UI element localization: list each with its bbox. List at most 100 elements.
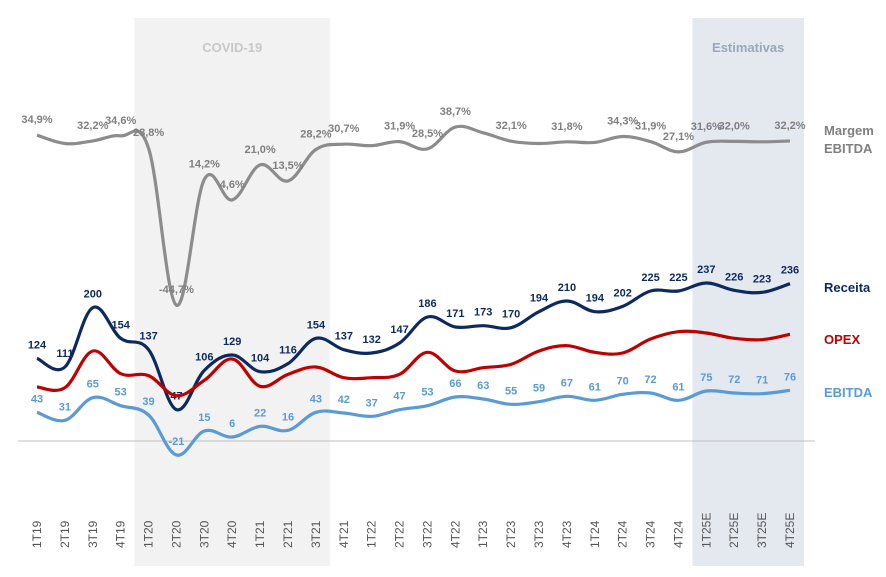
- data-label: 32,2%: [774, 120, 805, 132]
- x-tick-label: 3T23: [532, 520, 546, 548]
- data-label: 186: [418, 298, 436, 310]
- data-label: 14,2%: [189, 158, 220, 170]
- data-label: 202: [613, 287, 631, 299]
- x-tick-label: 2T23: [504, 520, 518, 548]
- data-label: 194: [530, 293, 549, 305]
- data-label: 32,0%: [719, 120, 750, 132]
- data-label: 39: [142, 396, 154, 408]
- data-label: 22: [254, 407, 266, 419]
- data-label: 31: [59, 401, 71, 413]
- data-label: 129: [223, 336, 241, 348]
- legend-label: Receita: [824, 280, 871, 295]
- data-label: 31,9%: [635, 121, 666, 133]
- x-tick-label: 1T19: [30, 520, 44, 548]
- legend-label: EBITDA: [824, 385, 873, 400]
- x-tick-label: 4T21: [337, 520, 351, 548]
- data-label: 194: [586, 293, 605, 305]
- data-label: 76: [784, 371, 796, 383]
- data-label: 34,9%: [21, 114, 52, 126]
- data-label: -44,7%: [159, 284, 194, 296]
- data-label: 171: [446, 308, 464, 320]
- data-label: 55: [505, 385, 517, 397]
- data-label: 237: [697, 264, 715, 276]
- x-tick-label: 2T21: [281, 520, 295, 548]
- data-label: 59: [533, 383, 545, 395]
- x-tick-label: 3T21: [309, 520, 323, 548]
- data-label: 104: [251, 353, 270, 365]
- data-label: 124: [28, 339, 47, 351]
- data-label: 21,0%: [245, 144, 276, 156]
- data-label: 137: [335, 331, 353, 343]
- data-label: 65: [87, 379, 99, 391]
- data-label: 13,5%: [272, 160, 303, 172]
- data-label: 106: [195, 351, 213, 363]
- x-tick-label: 2T25E: [727, 513, 741, 548]
- data-label: 31,8%: [551, 121, 582, 133]
- data-label: 37: [366, 397, 378, 409]
- x-tick-label: 4T19: [114, 520, 128, 548]
- series-line: [36, 388, 791, 457]
- legend-label: Margem EBITDA: [824, 123, 874, 156]
- data-label: 116: [279, 345, 297, 357]
- data-label: 225: [641, 272, 659, 284]
- data-label: 43: [310, 393, 322, 405]
- data-label: 34,6%: [105, 115, 136, 127]
- x-tick-label: 2T22: [393, 520, 407, 548]
- data-label: 43: [31, 393, 43, 405]
- data-label: 67: [561, 377, 573, 389]
- x-tick-label: 3T25E: [755, 513, 769, 548]
- data-label: 72: [644, 374, 656, 386]
- x-tick-label: 2T19: [58, 520, 72, 548]
- data-label: 173: [474, 307, 492, 319]
- data-label: 34,3%: [607, 115, 638, 127]
- x-tick-label: 4T24: [671, 520, 685, 548]
- data-label: 47: [393, 391, 405, 403]
- x-tick-label: 2T20: [169, 520, 183, 548]
- data-label: 226: [725, 271, 743, 283]
- x-tick-label: 2T24: [616, 520, 630, 548]
- data-label: 70: [617, 375, 629, 387]
- data-label: 28,8%: [133, 127, 164, 139]
- data-label: 132: [362, 334, 380, 346]
- x-tick-label: 3T19: [86, 520, 100, 548]
- data-label: 15: [198, 412, 210, 424]
- data-label: -21: [168, 436, 184, 448]
- data-label: 31,9%: [384, 121, 415, 133]
- shaded-period: [134, 18, 330, 566]
- data-label: 223: [753, 273, 771, 285]
- x-tick-label: 1T25E: [699, 513, 713, 548]
- data-label: 53: [115, 387, 127, 399]
- data-label: 71: [756, 375, 768, 387]
- x-tick-label: 3T20: [197, 520, 211, 548]
- series-line: [36, 329, 791, 398]
- series-line: [36, 124, 791, 307]
- x-tick-label: 4T23: [560, 520, 574, 548]
- series-line: [36, 281, 791, 412]
- data-label: 31,6%: [691, 121, 722, 133]
- data-label: 210: [558, 282, 576, 294]
- x-tick-label: 1T21: [253, 520, 267, 548]
- data-label: 66: [449, 378, 461, 390]
- data-label: 30,7%: [328, 123, 359, 135]
- data-label: 38,7%: [440, 106, 471, 118]
- data-label: 137: [139, 331, 157, 343]
- data-label: 170: [502, 309, 520, 321]
- data-label: 154: [111, 319, 130, 331]
- data-label: 42: [338, 394, 350, 406]
- x-tick-label: 4T20: [225, 520, 239, 548]
- x-tick-label: 1T23: [476, 520, 490, 548]
- x-tick-label: 1T20: [142, 520, 156, 548]
- data-label: 32,2%: [77, 120, 108, 132]
- data-label: 61: [589, 381, 601, 393]
- data-label: 63: [477, 380, 489, 392]
- data-label: 28,5%: [412, 128, 443, 140]
- data-label: 32,1%: [496, 120, 527, 132]
- x-tick-label: 1T22: [365, 520, 379, 548]
- legend-label: OPEX: [824, 332, 861, 347]
- data-label: 75: [700, 372, 712, 384]
- data-label: 16: [282, 411, 294, 423]
- x-tick-label: 3T22: [420, 520, 434, 548]
- data-label: 72: [728, 374, 740, 386]
